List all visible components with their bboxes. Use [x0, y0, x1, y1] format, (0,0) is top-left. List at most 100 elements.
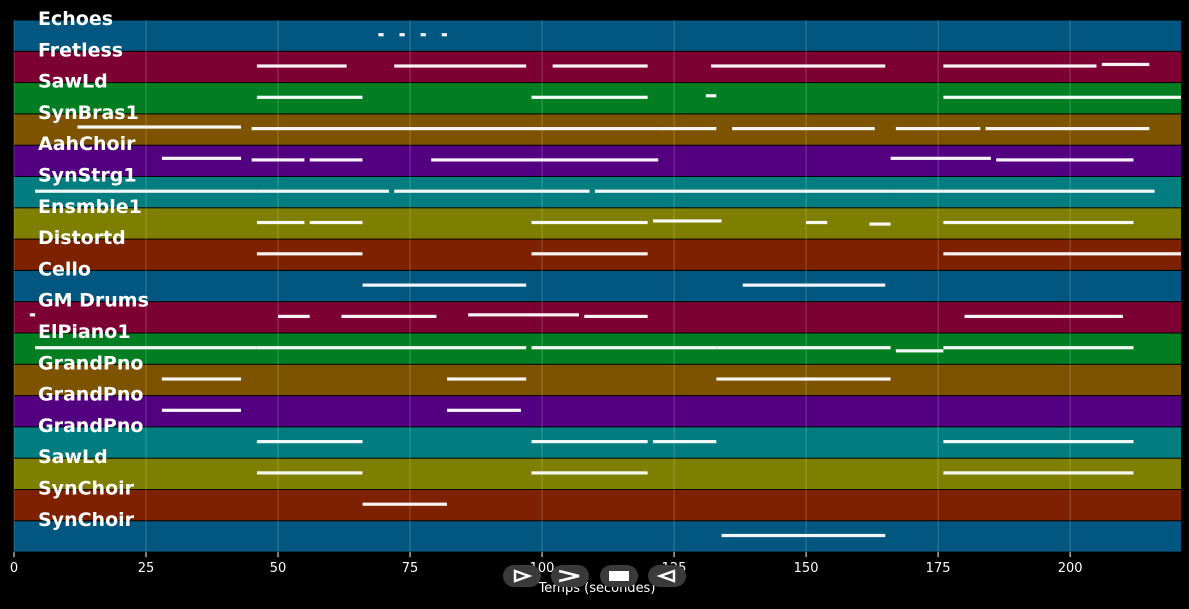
track-label: ElPiano1 — [38, 321, 131, 343]
x-tick-label: 25 — [138, 561, 155, 576]
track-labels: Echoes Fretless SawLd SynBras1 AahChoir SynSt… — [38, 8, 149, 531]
note — [869, 222, 891, 226]
track-label: Echoes — [38, 8, 113, 30]
track-label: GrandPno — [38, 415, 143, 437]
note — [447, 377, 527, 381]
rewind-button[interactable] — [648, 565, 686, 587]
note — [161, 408, 242, 412]
track-label: Cello — [38, 258, 91, 280]
play-button[interactable] — [503, 565, 541, 587]
note — [251, 127, 659, 131]
note — [256, 346, 527, 350]
note — [399, 33, 405, 37]
track-label: SawLd — [38, 446, 108, 468]
x-tick-label: 200 — [1058, 561, 1083, 576]
note — [943, 95, 1181, 99]
note — [652, 219, 722, 223]
note — [943, 220, 1134, 225]
note — [35, 346, 257, 350]
note — [251, 158, 305, 162]
x-tick-label: 75 — [402, 561, 419, 576]
track-label: Distortd — [38, 227, 126, 249]
note — [658, 127, 717, 131]
note — [35, 189, 257, 193]
note — [943, 64, 1097, 68]
note — [256, 95, 363, 99]
note — [531, 440, 648, 444]
note — [161, 156, 242, 160]
note — [594, 189, 891, 193]
note — [531, 95, 648, 99]
note — [29, 313, 36, 317]
note — [943, 471, 1134, 475]
track-label: Fretless — [38, 39, 123, 61]
fast-forward-button[interactable] — [551, 565, 589, 587]
track-label: SynStrg1 — [38, 165, 137, 187]
x-tick-label: 175 — [926, 561, 951, 576]
note — [806, 220, 828, 225]
track-lane — [14, 490, 1181, 521]
track-label: GrandPno — [38, 352, 143, 374]
note — [732, 127, 875, 131]
note — [716, 377, 891, 381]
note-layer — [29, 33, 1181, 538]
fast-forward-icon — [558, 569, 580, 583]
note — [447, 408, 521, 412]
note — [256, 471, 363, 475]
track-lane — [14, 270, 1181, 302]
play-icon — [513, 569, 533, 583]
note — [985, 127, 1150, 131]
note — [711, 64, 886, 68]
note — [378, 33, 384, 37]
rewind-icon — [656, 569, 676, 583]
note — [441, 33, 448, 37]
note — [705, 94, 717, 98]
note — [531, 346, 717, 350]
note — [161, 377, 242, 381]
note — [362, 283, 527, 287]
track-label: SynChoir — [38, 509, 135, 531]
note — [964, 314, 1123, 319]
note — [742, 283, 886, 287]
note — [890, 189, 944, 193]
track-label: AahChoir — [38, 133, 136, 155]
track-lane — [14, 521, 1181, 552]
note — [256, 252, 363, 256]
track-label: SynChoir — [38, 478, 135, 500]
stop-button[interactable] — [600, 565, 638, 587]
note — [895, 127, 981, 131]
note — [531, 471, 648, 475]
note — [256, 440, 363, 444]
note — [552, 64, 648, 68]
note — [943, 189, 1155, 193]
stop-icon — [609, 571, 629, 581]
note — [256, 189, 389, 193]
note — [584, 314, 648, 319]
note — [394, 189, 590, 193]
track-lanes — [14, 20, 1181, 552]
x-tick-label: 50 — [270, 561, 287, 576]
note — [278, 314, 310, 319]
note — [895, 349, 944, 353]
note — [362, 502, 448, 506]
note — [721, 533, 886, 538]
note — [943, 440, 1134, 444]
note — [341, 314, 437, 319]
note — [716, 346, 891, 350]
note — [256, 220, 305, 225]
track-lane — [14, 20, 1181, 51]
note — [890, 156, 991, 160]
note — [420, 33, 426, 37]
track-label: GM Drums — [38, 290, 149, 312]
track-label: SawLd — [38, 71, 108, 93]
note — [1101, 62, 1150, 67]
note — [943, 252, 1181, 256]
note — [943, 346, 1134, 350]
track-label: Ensmble1 — [38, 196, 142, 218]
note — [652, 440, 717, 444]
x-tick-label: 150 — [794, 561, 819, 576]
note — [77, 125, 242, 129]
x-tick-label: 0 — [10, 561, 18, 576]
